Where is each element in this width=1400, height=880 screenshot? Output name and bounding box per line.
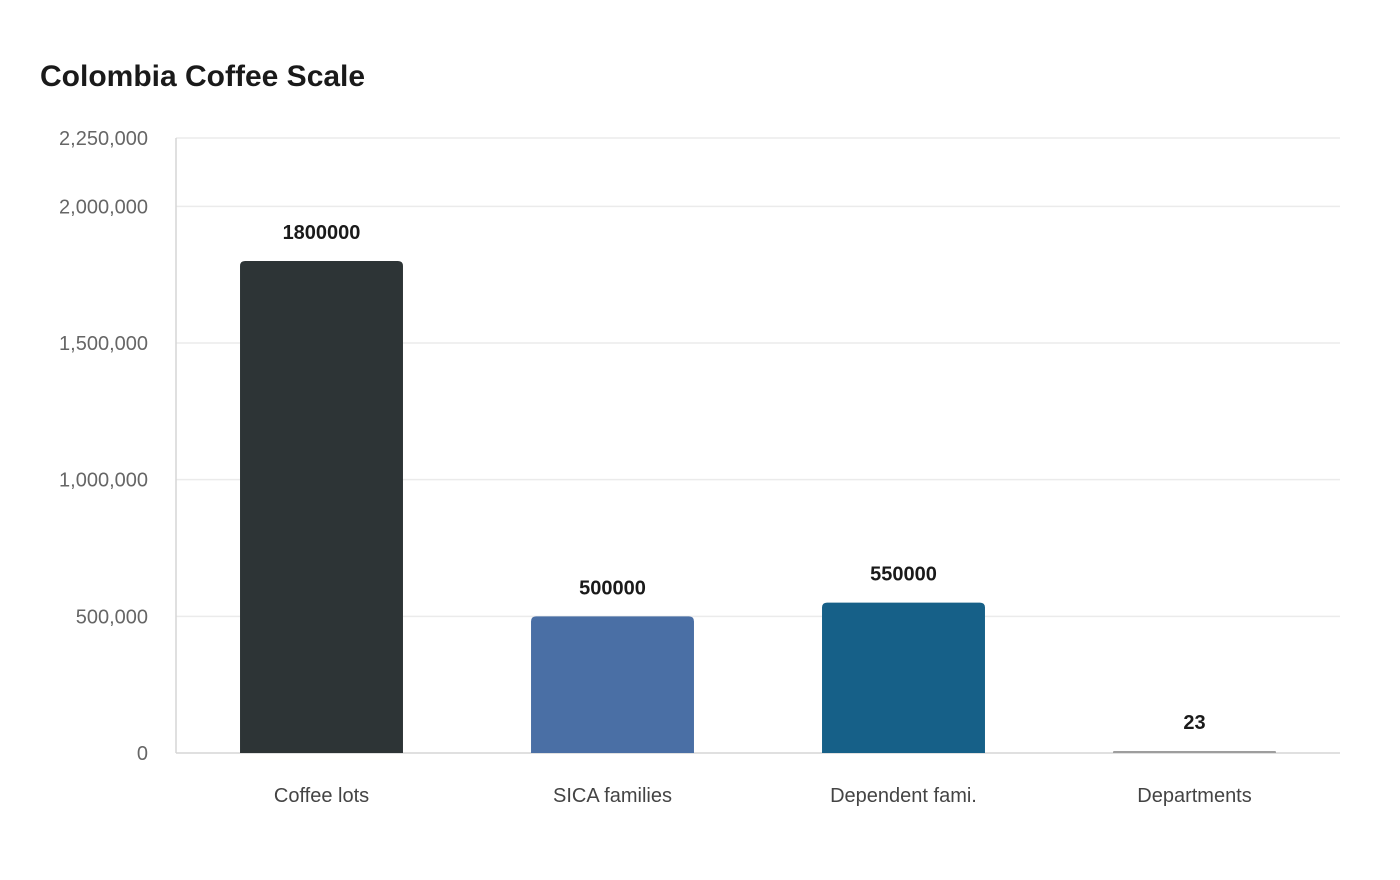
x-category-label: SICA families bbox=[553, 785, 672, 807]
bar-value-label: 500000 bbox=[579, 577, 646, 599]
bar-dependent-fami bbox=[822, 602, 985, 753]
labels: 0 500,000 1,000,000 1,500,000 2,000,000 2,250… bbox=[59, 128, 1252, 807]
x-category-label: Dependent fami. bbox=[830, 785, 977, 807]
bar-coffee-lots bbox=[240, 261, 403, 753]
bars bbox=[240, 261, 1276, 753]
y-tick-label: 2,250,000 bbox=[59, 128, 148, 150]
bar-value-label: 550000 bbox=[870, 564, 937, 586]
bar-value-label: 1800000 bbox=[283, 222, 361, 244]
y-tick-label: 500,000 bbox=[76, 606, 148, 628]
x-category-label: Departments bbox=[1137, 785, 1252, 807]
y-tick-label: 1,000,000 bbox=[59, 470, 148, 492]
y-tick-label: 1,500,000 bbox=[59, 333, 148, 355]
x-category-label: Coffee lots bbox=[274, 785, 369, 807]
bar-departments bbox=[1113, 751, 1276, 753]
bar-sica-families bbox=[531, 616, 694, 753]
y-tick-label: 2,000,000 bbox=[59, 196, 148, 218]
y-tick-label: 0 bbox=[137, 743, 148, 765]
chart-title: Colombia Coffee Scale bbox=[40, 60, 366, 93]
bar-value-label: 23 bbox=[1183, 712, 1205, 734]
